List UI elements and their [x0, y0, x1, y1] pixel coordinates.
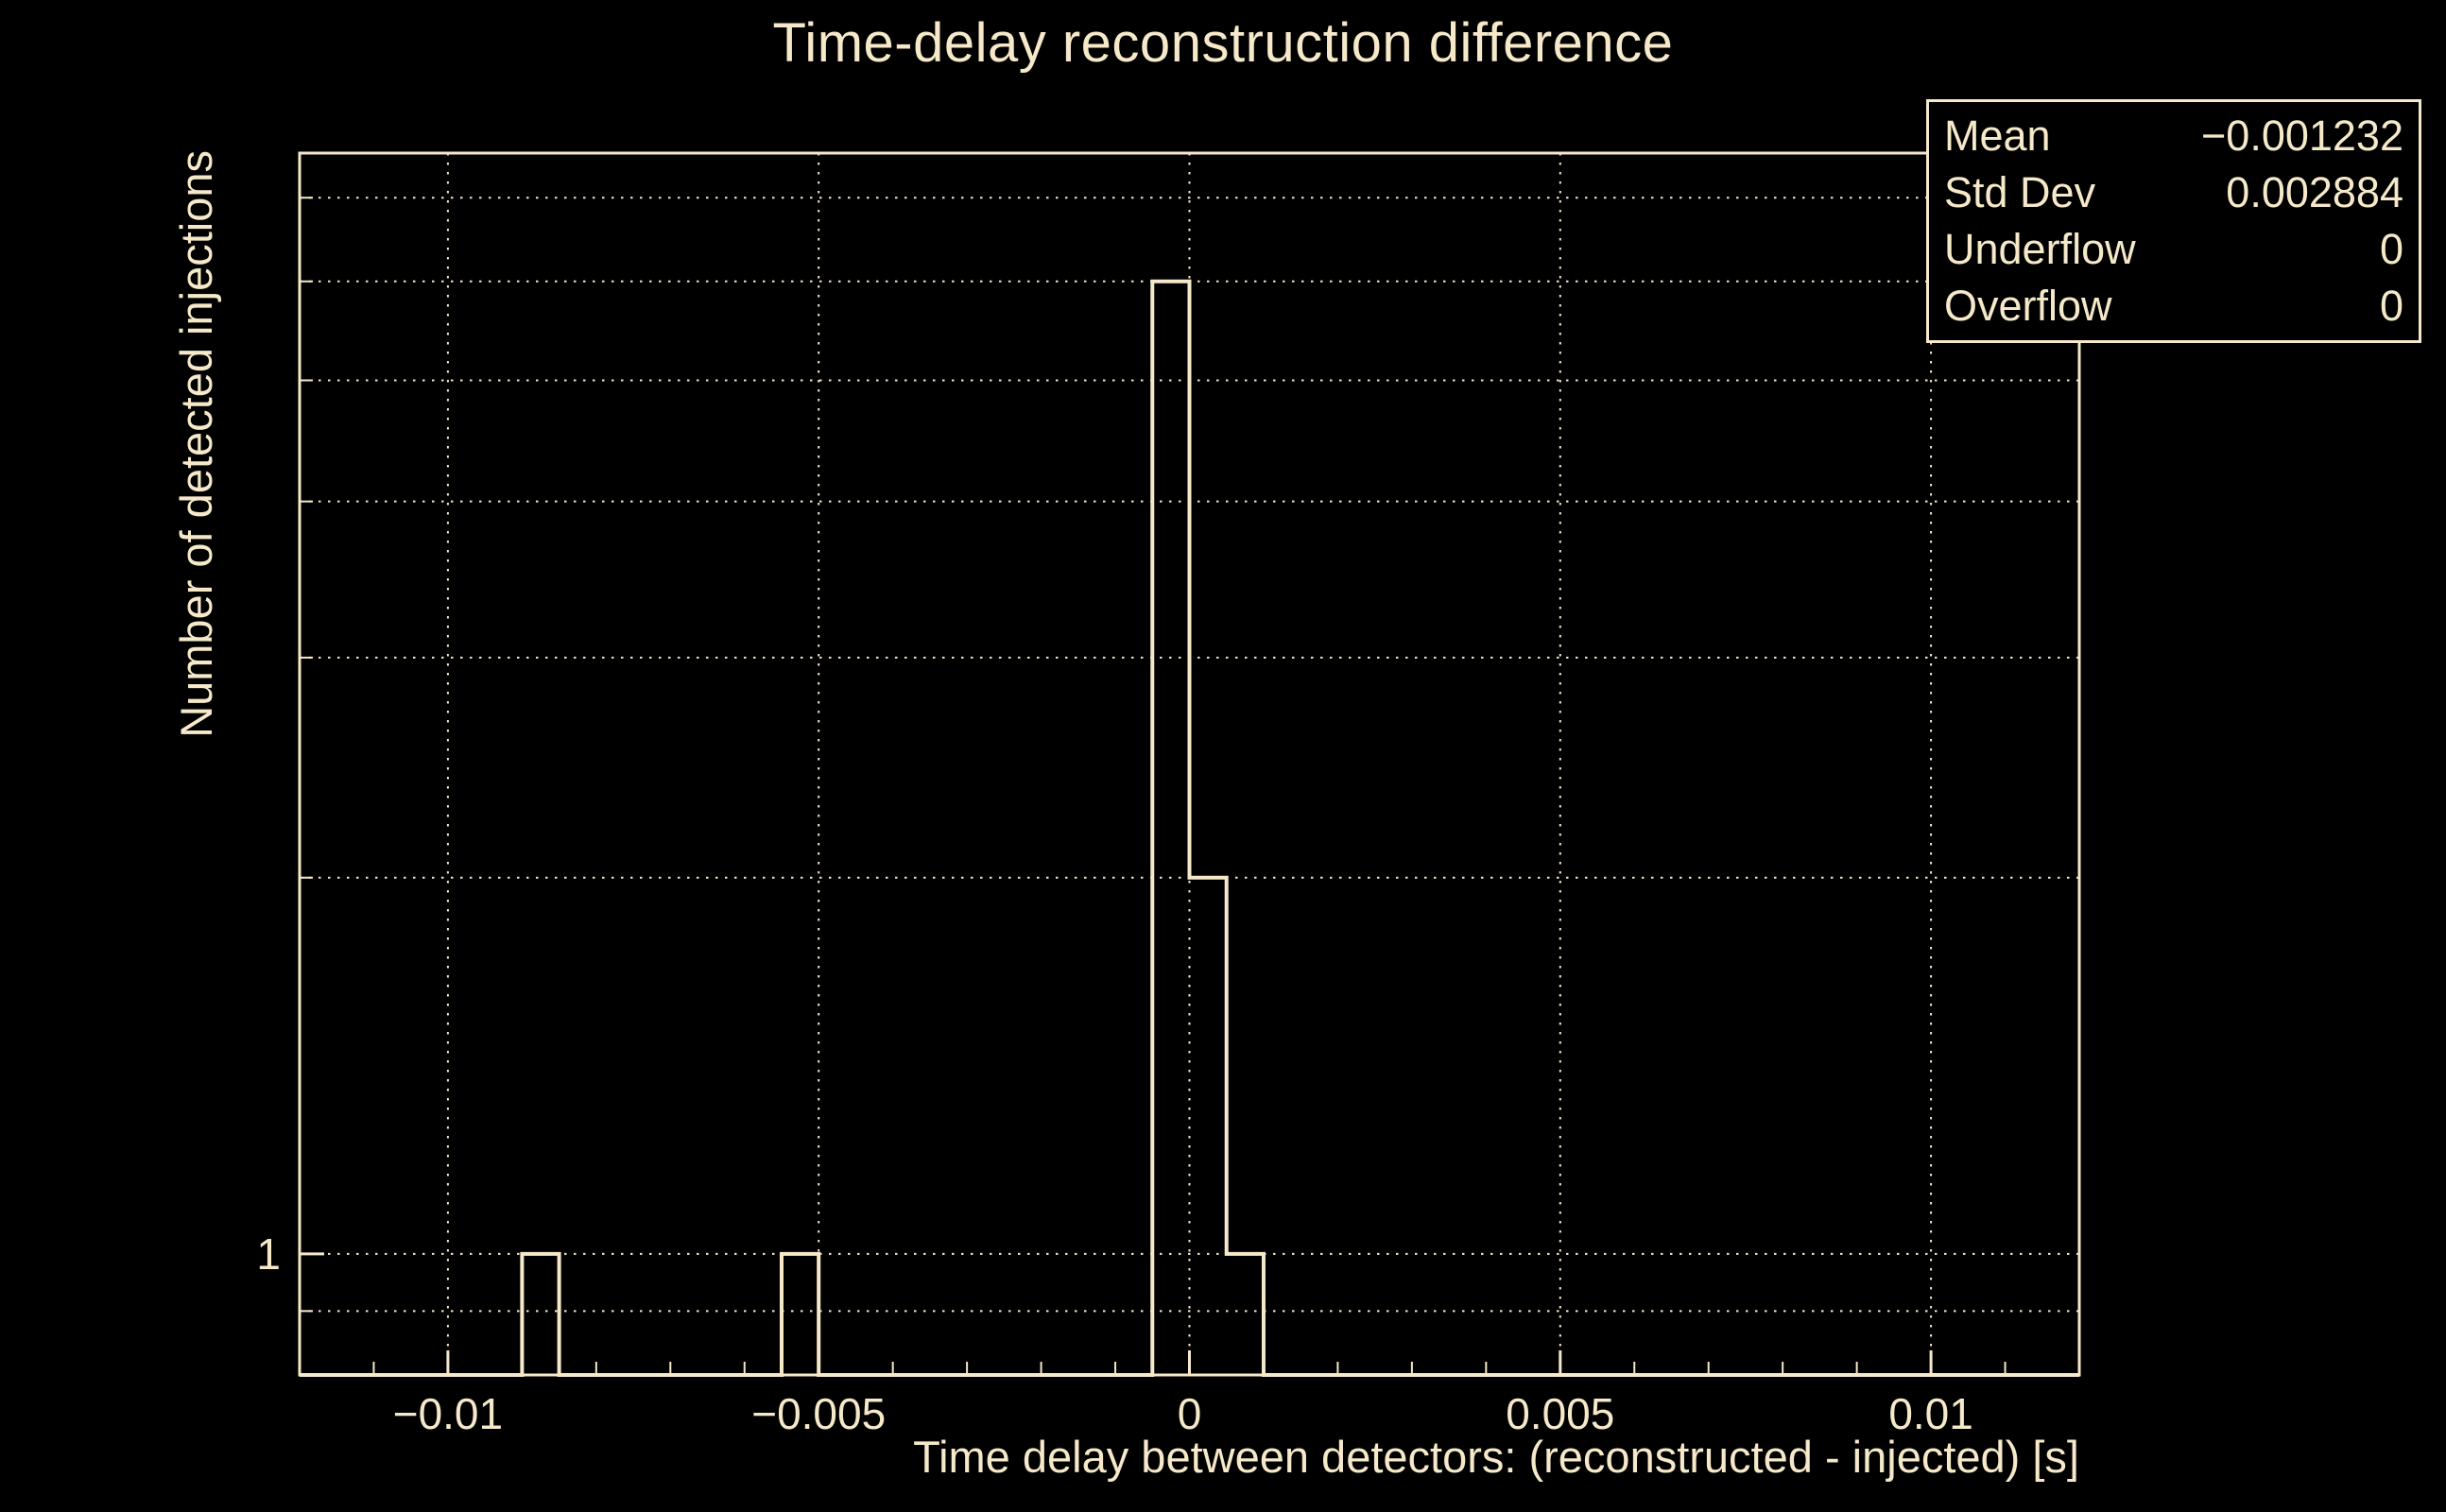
stats-row: Mean −0.001232 [1944, 112, 2403, 161]
stats-row: Underflow 0 [1944, 225, 2403, 274]
y-tick-label: 1 [256, 1229, 281, 1279]
chart-title: Time-delay reconstruction difference [772, 12, 1674, 74]
stats-label: Mean [1944, 112, 2051, 160]
stats-row: Std Dev 0.002884 [1944, 168, 2403, 217]
stats-label: Overflow [1944, 282, 2112, 330]
x-axis-title: Time delay between detectors: (reconstru… [913, 1432, 2079, 1482]
y-axis-title: Number of detected injections [171, 150, 221, 738]
stats-label: Std Dev [1944, 168, 2096, 216]
stats-value: −0.001232 [2201, 112, 2403, 160]
stats-value: 0 [2379, 225, 2403, 273]
stats-box: Mean −0.001232 Std Dev 0.002884 Underflo… [1926, 99, 2421, 343]
histogram-line [300, 279, 2079, 1377]
x-tick-label: −0.01 [393, 1389, 503, 1438]
x-tick-label: −0.005 [751, 1389, 886, 1438]
stats-row: Overflow 0 [1944, 282, 2403, 331]
x-tick-label: 0.005 [1506, 1389, 1614, 1438]
x-tick-label: 0.01 [1888, 1389, 1973, 1438]
stats-value: 0.002884 [2226, 168, 2403, 216]
stats-value: 0 [2379, 282, 2403, 330]
x-tick-label: 0 [1178, 1389, 1202, 1438]
stats-label: Underflow [1944, 225, 2136, 273]
